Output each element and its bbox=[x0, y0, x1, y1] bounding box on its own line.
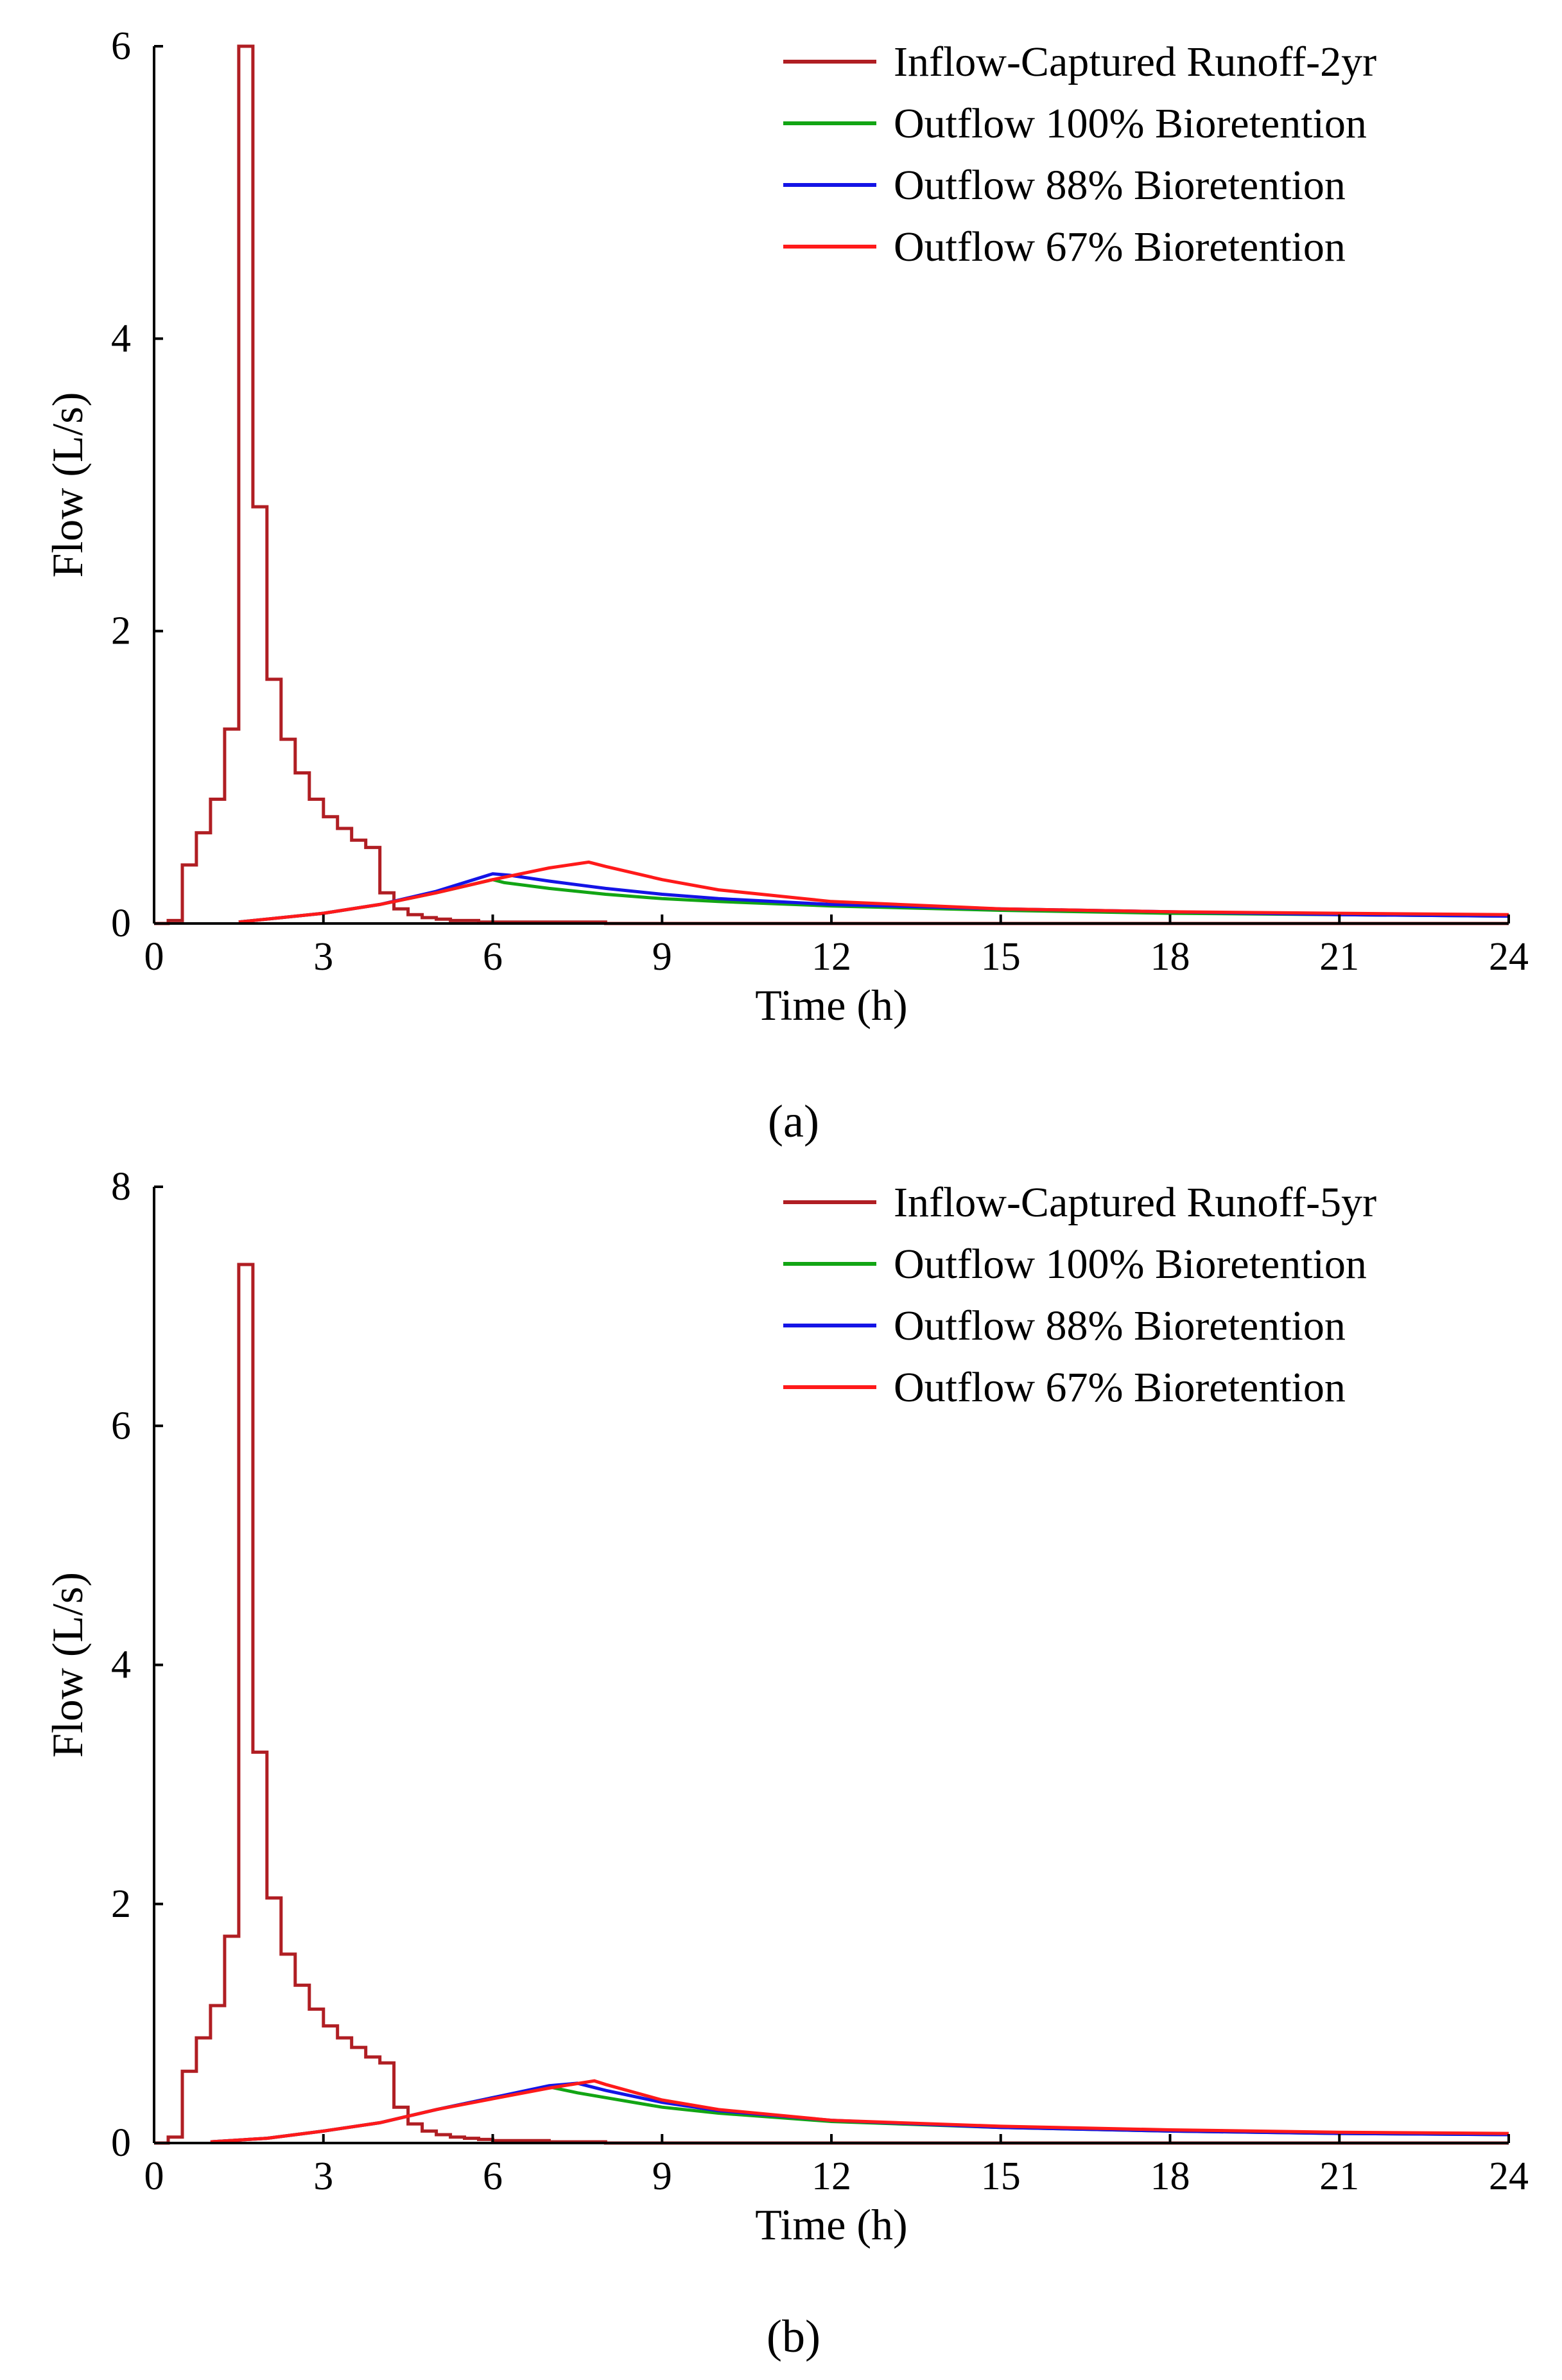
x-tick-label: 12 bbox=[811, 935, 851, 979]
legend-label: Outflow 67% Bioretention bbox=[894, 223, 1346, 270]
x-tick-label: 15 bbox=[981, 2155, 1021, 2198]
figure: 0 3 6 9 12 15 18 21 240246Time (h)Flow (L/s)Infl… bbox=[0, 0, 1562, 2380]
legend-label: Outflow 100% Bioretention bbox=[894, 100, 1367, 147]
x-tick-label: 9 bbox=[652, 935, 672, 979]
legend-label: Outflow 100% Bioretention bbox=[894, 1241, 1367, 1288]
x-tick-label: 21 bbox=[1319, 2155, 1359, 2198]
x-tick-label: 0 bbox=[144, 935, 164, 979]
x-tick-label: 9 bbox=[652, 2155, 672, 2198]
panel-caption: (b) bbox=[767, 2311, 820, 2362]
panel-caption: (a) bbox=[768, 1096, 819, 1147]
y-axis-label: Flow (L/s) bbox=[43, 392, 92, 578]
y-tick-label: 2 bbox=[111, 1882, 131, 1926]
x-tick-label: 3 bbox=[313, 935, 333, 979]
y-tick-label: 6 bbox=[111, 24, 131, 68]
y-tick-label: 8 bbox=[111, 1165, 131, 1209]
x-tick-label: 6 bbox=[483, 935, 503, 979]
legend-label: Inflow-Captured Runoff-5yr bbox=[894, 1179, 1376, 1226]
legend: Inflow-Captured Runoff-2yr Outflow 100% B… bbox=[783, 39, 1376, 270]
y-tick-label: 4 bbox=[111, 1643, 131, 1687]
x-tick-label: 18 bbox=[1150, 935, 1190, 979]
y-tick-label: 2 bbox=[111, 609, 131, 653]
x-tick-label: 24 bbox=[1489, 2155, 1529, 2198]
x-tick-label: 3 bbox=[313, 2155, 333, 2198]
x-tick-label: 0 bbox=[144, 2155, 164, 2198]
y-tick-label: 6 bbox=[111, 1404, 131, 1448]
legend-label: Outflow 67% Bioretention bbox=[894, 1364, 1346, 1411]
x-tick-label: 24 bbox=[1489, 935, 1529, 979]
x-tick-label: 6 bbox=[483, 2155, 503, 2198]
x-tick-label: 18 bbox=[1150, 2155, 1190, 2198]
y-tick-label: 0 bbox=[111, 2121, 131, 2165]
legend-label: Outflow 88% Bioretention bbox=[894, 1302, 1346, 1349]
series-line-outflow-67 bbox=[211, 2081, 1509, 2142]
x-tick-label: 21 bbox=[1319, 935, 1359, 979]
x-axis-label: Time (h) bbox=[755, 981, 907, 1029]
series-line-outflow-88 bbox=[239, 874, 1509, 922]
x-tick-label: 15 bbox=[981, 935, 1021, 979]
y-tick-label: 0 bbox=[111, 902, 131, 945]
y-axis-label: Flow (L/s) bbox=[43, 1572, 92, 1758]
x-tick-label: 12 bbox=[811, 2155, 851, 2198]
legend-label: Outflow 88% Bioretention bbox=[894, 162, 1346, 209]
y-tick-label: 4 bbox=[111, 317, 131, 360]
x-axis-label: Time (h) bbox=[755, 2200, 907, 2249]
legend-label: Inflow-Captured Runoff-2yr bbox=[894, 39, 1376, 85]
legend: Inflow-Captured Runoff-5yr Outflow 100% B… bbox=[783, 1179, 1376, 1411]
